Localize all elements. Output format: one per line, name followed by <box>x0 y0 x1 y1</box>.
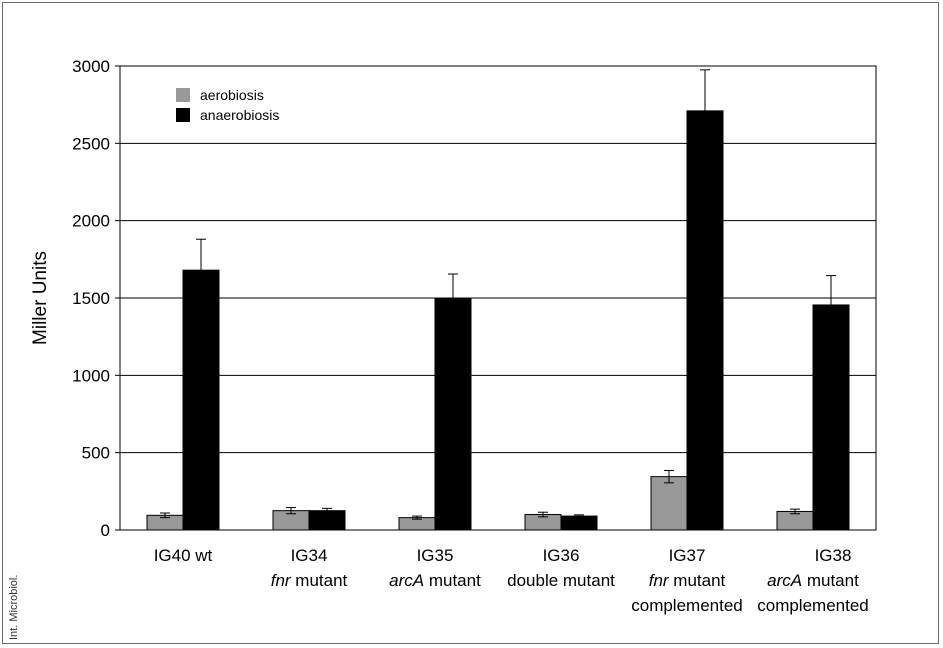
x-tick-label: fnr mutant <box>271 571 348 590</box>
x-tick-label: complemented <box>631 596 743 615</box>
x-tick-label: double mutant <box>507 571 615 590</box>
x-axis-labels: IG40 wt IG34 fnr mutant IG35 arcA mutant IG36… <box>154 546 869 615</box>
bar-anaerobiosis-1 <box>182 269 220 531</box>
y-tick-label: 3000 <box>72 57 110 76</box>
bar-aerobiosis-5 <box>650 476 688 531</box>
x-tick-label: IG40 wt <box>154 546 213 565</box>
x-tick-label: arcA mutant <box>767 571 859 590</box>
bar-anaerobiosis-5 <box>686 110 724 531</box>
error-bar <box>412 515 422 520</box>
error-bar <box>286 507 296 515</box>
error-bar <box>790 508 800 515</box>
x-tick-label: arcA mutant <box>389 571 481 590</box>
y-tick-label: 0 <box>101 521 110 540</box>
y-tick-label: 500 <box>82 444 110 463</box>
error-bar <box>664 469 674 484</box>
legend-label-anaerobiosis: anaerobiosis <box>200 107 279 123</box>
x-tick-label: fnr mutant <box>649 571 726 590</box>
bar-anaerobiosis-3 <box>434 297 472 531</box>
axes <box>119 65 877 531</box>
legend-swatch-anaerobiosis <box>176 108 190 122</box>
y-axis-ticks: 0 500 1000 1500 2000 2500 3000 <box>72 57 120 540</box>
error-bar <box>574 514 584 517</box>
x-tick-label: IG38 <box>815 546 852 565</box>
x-tick-label: IG34 <box>291 546 328 565</box>
y-tick-label: 1000 <box>72 366 110 385</box>
error-bar <box>448 273 458 298</box>
bar-anaerobiosis-4 <box>560 515 598 531</box>
x-tick-label: complemented <box>757 596 869 615</box>
y-tick-label: 2500 <box>72 134 110 153</box>
error-bars <box>160 69 836 520</box>
error-bar <box>538 511 548 518</box>
error-bar <box>196 238 206 271</box>
plot-area-border <box>119 65 877 531</box>
error-bar <box>160 512 170 519</box>
error-bar <box>826 275 836 305</box>
y-tick-label: 1500 <box>72 289 110 308</box>
legend-swatch-aerobiosis <box>176 88 190 102</box>
y-axis-label: Miller Units <box>30 251 51 345</box>
x-tick-label: IG35 <box>417 546 454 565</box>
y-tick-label: 2000 <box>72 212 110 231</box>
x-tick-label: IG37 <box>669 546 706 565</box>
image-credit: Int. Microbiol. <box>8 575 20 640</box>
legend-label-aerobiosis: aerobiosis <box>200 87 264 103</box>
legend: aerobiosis anaerobiosis <box>176 87 279 123</box>
gridlines <box>120 65 876 454</box>
bars <box>146 110 850 531</box>
bar-anaerobiosis-6 <box>812 304 850 531</box>
bar-anaerobiosis-2 <box>308 510 346 531</box>
x-tick-label: IG36 <box>543 546 580 565</box>
error-bar <box>700 69 710 111</box>
error-bar <box>322 507 332 511</box>
